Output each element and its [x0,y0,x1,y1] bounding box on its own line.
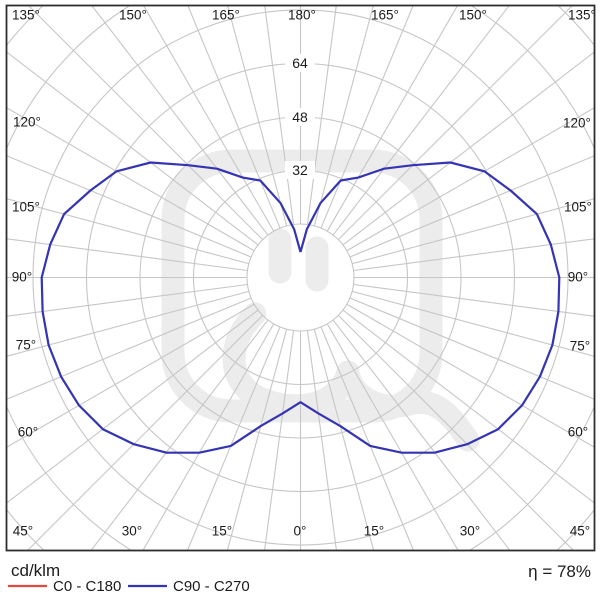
radial-tick-label: 48 [292,109,308,125]
efficiency-label: η = 78% [528,562,591,581]
angle-label: 0° [294,524,307,539]
angle-label: 45° [570,524,590,539]
angle-label: 75° [16,338,36,353]
units-label: cd/klm [11,561,60,580]
angle-label: 165° [212,8,240,23]
angle-label: 45° [13,524,33,539]
angle-label: 15° [364,524,384,539]
radial-tick-labels: 32 48 64 [285,54,315,179]
angle-label: 15° [212,524,232,539]
plot-frame [5,4,596,552]
angle-label: 135° [12,8,40,23]
angle-label: 90° [12,270,32,285]
intensity-curves [40,161,561,454]
angle-labels: 135° 150° 165° 180° 165° 150° 135° 120° 105° 90° 7… [12,8,596,539]
angle-label: 60° [568,425,588,440]
radial-tick-label: 64 [292,55,308,71]
angle-label: 75° [570,339,590,354]
legend-label-c90-c270: C90 - C270 [173,578,250,595]
radial-tick-label: 32 [292,162,308,178]
angle-label: 165° [371,8,399,23]
angle-label: 150° [119,8,147,23]
legend: C0 - C180 C90 - C270 [8,578,250,595]
angle-label: 30° [460,524,480,539]
angle-label: 105° [12,200,40,215]
angle-label: 60° [18,425,38,440]
angle-label: 120° [563,116,591,131]
angle-label: 150° [459,8,487,23]
angle-label: 90° [568,270,588,285]
angle-label: 180° [288,8,316,23]
angle-label: 105° [564,200,592,215]
angle-label: 120° [13,115,41,130]
angle-label: 30° [122,524,142,539]
angle-label: 135° [568,8,596,23]
legend-label-c0-c180: C0 - C180 [53,578,121,595]
